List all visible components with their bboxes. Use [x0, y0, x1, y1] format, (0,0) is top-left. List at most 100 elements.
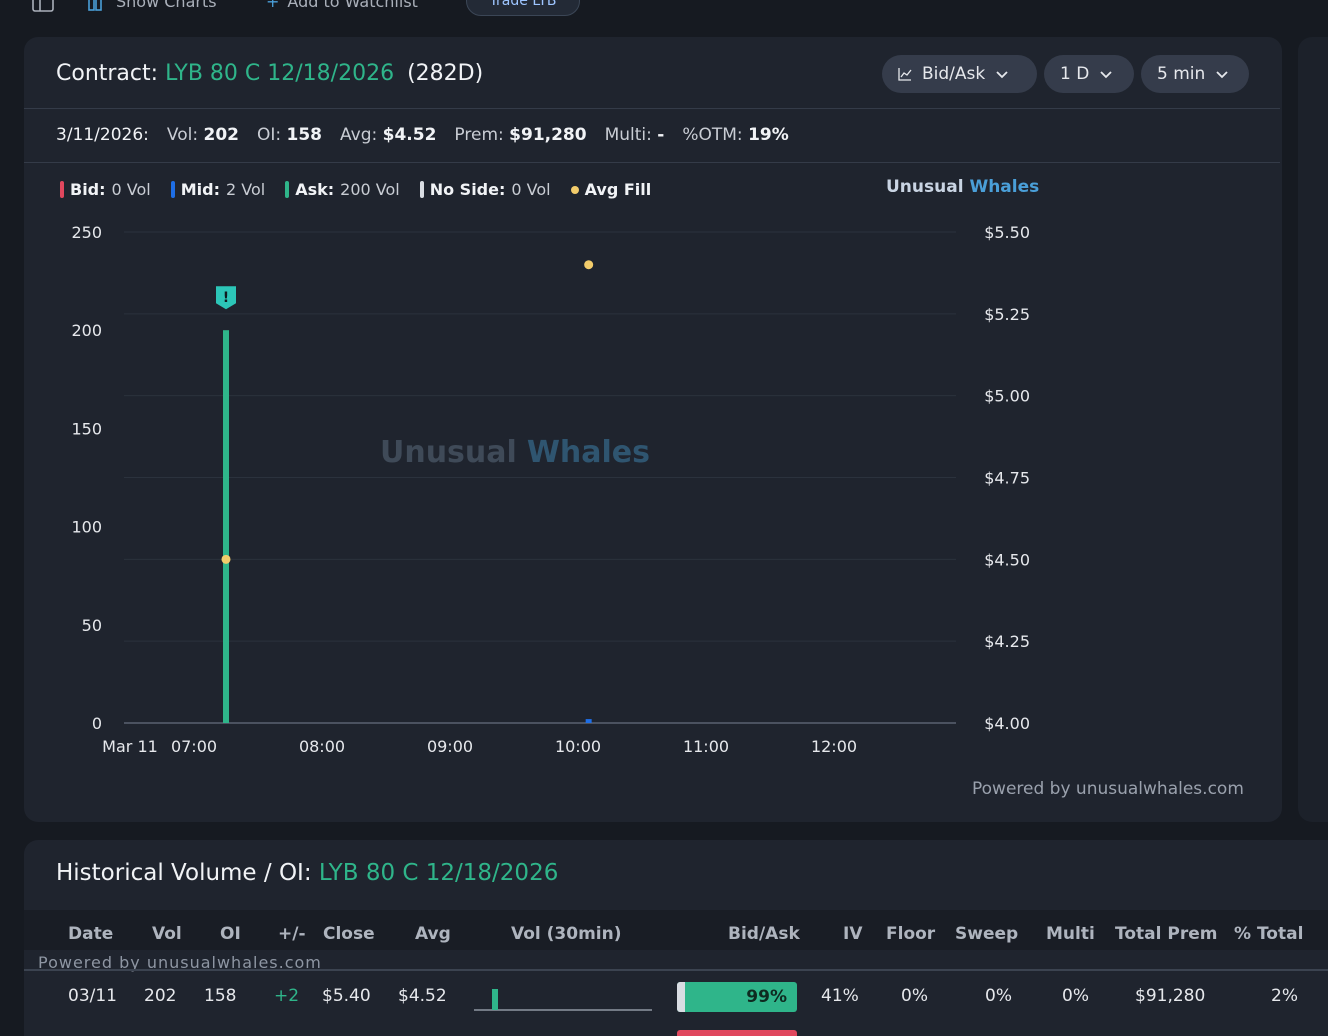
- stat-prem-value: $91,280: [509, 125, 587, 145]
- brand-part2: Whales: [969, 177, 1040, 197]
- history-title: Historical Volume / OI: LYB 80 C 12/18/2…: [56, 860, 558, 886]
- y-right-tick: $4.00: [984, 714, 1030, 733]
- chart-type-dropdown[interactable]: Bid/Ask: [882, 55, 1037, 93]
- row-avg: $4.52: [398, 986, 447, 1006]
- legend-mid-label: Mid:: [180, 180, 220, 199]
- row-pct-total: 2%: [1271, 986, 1298, 1006]
- trade-button[interactable]: Trade LYB: [466, 0, 580, 16]
- y-right-tick: $4.25: [984, 632, 1030, 651]
- row-date: 03/11: [68, 986, 117, 1006]
- bid-ask-bar: 99%: [677, 982, 797, 1012]
- y-right-tick: $4.75: [984, 469, 1030, 488]
- x-tick: 11:00: [683, 737, 729, 756]
- col-close[interactable]: Close: [323, 924, 375, 944]
- legend-ask[interactable]: Ask: 200 Vol: [285, 180, 400, 199]
- col-floor[interactable]: Floor: [886, 924, 936, 944]
- col-oi[interactable]: OI: [220, 924, 241, 944]
- y-right-tick: $5.25: [984, 305, 1030, 324]
- volume-bar-mid: [585, 719, 592, 723]
- row-total-prem: $91,280: [1135, 986, 1206, 1006]
- row-close: $5.40: [322, 986, 371, 1006]
- row-sweep: 0%: [985, 986, 1012, 1006]
- stat-vol-label: Vol:: [166, 125, 199, 145]
- legend-avg-fill-label: Avg Fill: [584, 180, 652, 199]
- layout-icon[interactable]: [32, 0, 54, 12]
- stat-vol-value: 202: [203, 125, 239, 145]
- contract-stats: 3/11/2026: Vol: 202 OI: 158 Avg: $4.52 P…: [56, 125, 789, 145]
- chevron-down-icon: [1100, 71, 1112, 79]
- y-left-tick: 0: [92, 714, 102, 733]
- stat-multi-value: -: [657, 125, 665, 145]
- col-iv[interactable]: IV: [843, 924, 863, 944]
- col-avg[interactable]: Avg: [415, 924, 451, 944]
- y-right-tick: $5.50: [984, 223, 1030, 242]
- legend-noside-value: 0 Vol: [511, 180, 551, 199]
- interval-dropdown[interactable]: 5 min: [1141, 55, 1249, 93]
- bid-swatch: [60, 181, 64, 198]
- row-multi: 0%: [1062, 986, 1089, 1006]
- history-title-contract: LYB 80 C 12/18/2026: [318, 860, 559, 886]
- stat-avg: Avg: $4.52: [340, 125, 436, 145]
- x-tick: 07:00: [171, 737, 217, 756]
- stat-avg-label: Avg:: [340, 125, 378, 145]
- sparkline-bar: [492, 989, 498, 1010]
- contract-chart-card: Contract: LYB 80 C 12/18/2026 (282D) Bid…: [24, 37, 1282, 822]
- interval-value: 5 min: [1157, 64, 1206, 84]
- legend-bid-label: Bid:: [70, 180, 106, 199]
- col-sweep[interactable]: Sweep: [955, 924, 1019, 944]
- brand-logo: Unusual Whales: [886, 177, 1039, 197]
- col-date[interactable]: Date: [68, 924, 114, 944]
- stat-prem-label: Prem:: [454, 125, 504, 145]
- add-watchlist-button[interactable]: + Add to Watchlist: [266, 0, 418, 11]
- show-charts-label: Show Charts: [116, 0, 217, 11]
- legend-mid[interactable]: Mid: 2 Vol: [170, 180, 265, 199]
- legend-bid[interactable]: Bid: 0 Vol: [60, 180, 151, 199]
- stats-date: 3/11/2026:: [56, 125, 149, 145]
- show-charts-button[interactable]: Show Charts: [88, 0, 217, 11]
- stat-otm: %OTM: 19%: [682, 125, 788, 145]
- col-bid-ask[interactable]: Bid/Ask: [728, 924, 800, 944]
- col-pct-total[interactable]: % Total: [1234, 924, 1304, 944]
- chevron-down-icon: [1216, 71, 1228, 79]
- legend-ask-label: Ask:: [295, 180, 335, 199]
- stats-divider: [24, 162, 1280, 163]
- row-floor: 0%: [901, 986, 928, 1006]
- powered-by-text[interactable]: Powered by unusualwhales.com: [972, 779, 1244, 799]
- stat-oi: OI: 158: [257, 125, 322, 145]
- contract-title: Contract: LYB 80 C 12/18/2026 (282D): [56, 61, 483, 86]
- side-panel: [1298, 37, 1328, 822]
- col-vol-30min[interactable]: Vol (30min): [511, 924, 622, 944]
- y-left-tick: 200: [71, 321, 102, 340]
- chart-legend: Bid: 0 Vol Mid: 2 Vol Ask: 200 Vol No Side:…: [60, 180, 651, 199]
- mid-swatch: [170, 181, 175, 198]
- col-multi[interactable]: Multi: [1046, 924, 1095, 944]
- legend-noside[interactable]: No Side: 0 Vol: [419, 180, 551, 199]
- range-value: 1 D: [1060, 64, 1090, 84]
- stat-otm-label: %OTM:: [682, 125, 743, 145]
- col-vol[interactable]: Vol: [152, 924, 182, 944]
- volume-price-chart[interactable]: Unusual Whales $4.00 $4.25 $4.50 $4.75 $5.00 $…: [24, 37, 1282, 777]
- history-header-separator: [24, 969, 1328, 971]
- history-table-header: [24, 910, 1328, 950]
- legend-bid-value: 0 Vol: [111, 180, 151, 199]
- stat-avg-value: $4.52: [382, 125, 437, 145]
- y-right-tick: $4.50: [984, 550, 1030, 569]
- x-tick: 12:00: [811, 737, 857, 756]
- avg-fill-point: [584, 260, 594, 270]
- col-change[interactable]: +/-: [278, 924, 306, 944]
- legend-avg-fill[interactable]: Avg Fill: [570, 180, 652, 199]
- col-total-prem[interactable]: Total Prem: [1115, 924, 1218, 944]
- chart-watermark: Unusual Whales: [380, 435, 650, 470]
- historical-volume-card: Historical Volume / OI: LYB 80 C 12/18/2…: [24, 840, 1328, 1036]
- bid-ask-pct: 99%: [746, 987, 787, 1007]
- stat-multi: Multi: -: [605, 125, 665, 145]
- stat-vol: Vol: 202: [167, 125, 239, 145]
- contract-name[interactable]: LYB 80 C 12/18/2026: [165, 61, 395, 86]
- add-watchlist-label: Add to Watchlist: [287, 0, 418, 11]
- avg-fill-point: [221, 554, 231, 564]
- vol-30min-sparkline: [474, 989, 652, 1011]
- range-dropdown[interactable]: 1 D: [1044, 55, 1134, 93]
- stat-otm-value: 19%: [748, 125, 789, 145]
- noside-swatch: [419, 181, 424, 198]
- legend-ask-value: 200 Vol: [340, 180, 400, 199]
